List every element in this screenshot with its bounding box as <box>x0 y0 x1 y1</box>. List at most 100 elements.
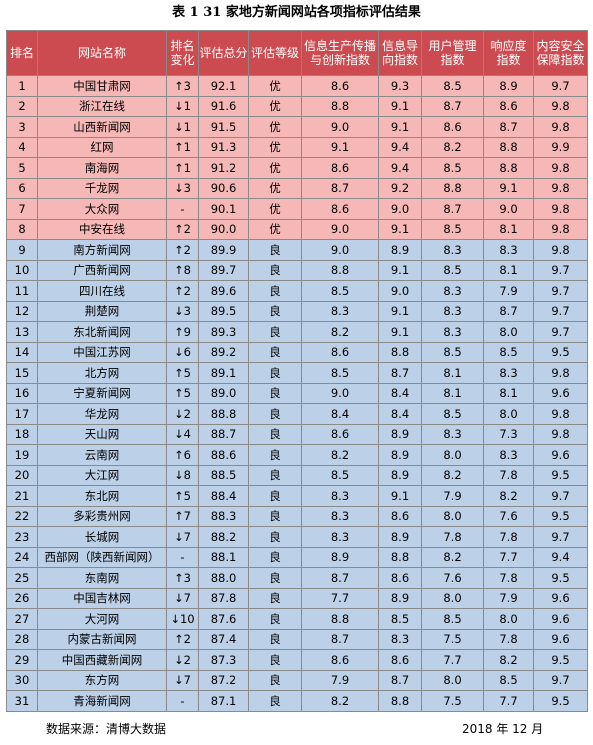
response-index-cell: 8.8 <box>483 157 534 179</box>
rank-cell: 21 <box>6 485 38 507</box>
guide-index-cell: 9.1 <box>378 218 422 240</box>
rank-cell: 25 <box>6 567 38 589</box>
ranking-table: 排名 网站名称 排名 变化 评估总分 评估等级 信息生产传播 与创新指数 信息导 向指… <box>6 30 588 712</box>
table-row: 7 大众网 -90.1 优 8.6 9.0 8.7 9.0 9.8 <box>6 198 588 220</box>
table-row: 15 北方网 ↑5 89.1 良 8.5 8.7 8.1 8.3 9.8 <box>6 362 588 384</box>
rank-cell: 28 <box>6 628 38 650</box>
grade-cell: 良 <box>248 300 302 322</box>
response-index-cell: 7.9 <box>483 587 534 609</box>
safety-index-cell: 9.6 <box>533 608 588 630</box>
user-index-cell: 7.5 <box>421 690 484 712</box>
rank-cell: 18 <box>6 423 38 445</box>
info-index-cell: 8.2 <box>301 690 379 712</box>
table-row: 27 大河网 ↓10 87.6 良 8.8 8.5 8.5 8.0 9.6 <box>6 608 588 630</box>
guide-index-cell: 9.1 <box>378 485 422 507</box>
grade-cell: 良 <box>248 608 302 630</box>
data-source-note: 数据来源：清博大数据 <box>46 722 167 736</box>
total-score-cell: 87.3 <box>198 649 249 671</box>
table-row: 19 云南网 ↑6 88.6 良 8.2 8.9 8.0 8.3 9.6 <box>6 444 588 466</box>
response-index-cell: 7.8 <box>483 526 534 548</box>
safety-index-cell: 9.8 <box>533 116 588 138</box>
user-index-cell: 8.2 <box>421 464 484 486</box>
response-index-cell: 8.7 <box>483 116 534 138</box>
rank-change-cell: - <box>166 690 199 712</box>
response-index-cell: 8.5 <box>483 669 534 691</box>
table-row: 24 西部网（陕西新闻网） -88.1 良 8.9 8.8 8.2 7.7 9.4 <box>6 546 588 568</box>
response-index-cell: 8.0 <box>483 403 534 425</box>
report-date: 2018 年 12 月 <box>462 722 544 736</box>
total-score-cell: 88.2 <box>198 526 249 548</box>
info-index-cell: 8.5 <box>301 464 379 486</box>
table-row: 11 四川在线 ↑2 89.6 良 8.5 9.0 8.3 7.9 9.7 <box>6 280 588 302</box>
table-title: 表 1 31 家地方新闻网站各项指标评估结果 <box>172 5 421 20</box>
user-index-cell: 7.8 <box>421 526 484 548</box>
rank-change-cell: ↓8 <box>166 464 199 486</box>
rank-cell: 13 <box>6 321 38 343</box>
grade-cell: 良 <box>248 505 302 527</box>
total-score-cell: 87.6 <box>198 608 249 630</box>
rank-change-cell: ↓2 <box>166 403 199 425</box>
response-index-cell: 8.2 <box>483 649 534 671</box>
info-index-cell: 8.9 <box>301 546 379 568</box>
rank-change-cell: ↓6 <box>166 341 199 363</box>
user-index-cell: 8.8 <box>421 177 484 199</box>
user-index-cell: 8.0 <box>421 444 484 466</box>
total-score-cell: 89.0 <box>198 382 249 404</box>
info-index-cell: 9.0 <box>301 218 379 240</box>
site-name-cell: 东北网 <box>37 485 167 507</box>
user-index-cell: 8.1 <box>421 382 484 404</box>
grade-cell: 良 <box>248 587 302 609</box>
guide-index-cell: 8.8 <box>378 690 422 712</box>
response-index-cell: 8.0 <box>483 608 534 630</box>
table-row: 30 东方网 ↓7 87.2 良 7.9 8.7 8.0 8.5 9.7 <box>6 669 588 691</box>
guide-index-cell: 9.1 <box>378 259 422 281</box>
rank-cell: 3 <box>6 116 38 138</box>
guide-index-cell: 9.4 <box>378 136 422 158</box>
site-name-cell: 云南网 <box>37 444 167 466</box>
site-name-cell: 中国吉林网 <box>37 587 167 609</box>
header-cell-grade: 评估等级 <box>248 30 302 76</box>
table-row: 12 荆楚网 ↓3 89.5 良 8.3 9.1 8.3 8.7 9.7 <box>6 300 588 322</box>
info-index-cell: 8.2 <box>301 321 379 343</box>
info-index-cell: 8.3 <box>301 505 379 527</box>
header-cell-safety: 内容安全 保障指数 <box>533 30 588 76</box>
guide-index-cell: 9.0 <box>378 280 422 302</box>
info-index-cell: 8.7 <box>301 177 379 199</box>
info-index-cell: 8.3 <box>301 485 379 507</box>
rank-change-cell: ↑5 <box>166 485 199 507</box>
rank-cell: 31 <box>6 690 38 712</box>
response-index-cell: 8.1 <box>483 382 534 404</box>
guide-index-cell: 8.9 <box>378 423 422 445</box>
rank-cell: 15 <box>6 362 38 384</box>
safety-index-cell: 9.8 <box>533 423 588 445</box>
grade-cell: 良 <box>248 669 302 691</box>
response-index-cell: 8.1 <box>483 218 534 240</box>
total-score-cell: 90.0 <box>198 218 249 240</box>
rank-cell: 2 <box>6 95 38 117</box>
guide-index-cell: 8.6 <box>378 567 422 589</box>
table-row: 28 内蒙古新闻网 ↑2 87.4 良 8.7 8.3 7.5 7.8 9.6 <box>6 628 588 650</box>
table-row: 31 青海新闻网 -87.1 良 8.2 8.8 7.5 7.7 9.5 <box>6 690 588 712</box>
rank-cell: 23 <box>6 526 38 548</box>
site-name-cell: 东南网 <box>37 567 167 589</box>
info-index-cell: 7.9 <box>301 669 379 691</box>
grade-cell: 良 <box>248 567 302 589</box>
grade-cell: 良 <box>248 485 302 507</box>
rank-cell: 10 <box>6 259 38 281</box>
safety-index-cell: 9.8 <box>533 239 588 261</box>
info-index-cell: 8.7 <box>301 567 379 589</box>
grade-cell: 良 <box>248 464 302 486</box>
user-index-cell: 8.0 <box>421 505 484 527</box>
table-row: 16 宁夏新闻网 ↑5 89.0 良 9.0 8.4 8.1 8.1 9.6 <box>6 382 588 404</box>
rank-cell: 20 <box>6 464 38 486</box>
safety-index-cell: 9.6 <box>533 628 588 650</box>
site-name-cell: 荆楚网 <box>37 300 167 322</box>
safety-index-cell: 9.8 <box>533 218 588 240</box>
response-index-cell: 7.8 <box>483 567 534 589</box>
grade-cell: 优 <box>248 198 302 220</box>
user-index-cell: 7.9 <box>421 485 484 507</box>
grade-cell: 优 <box>248 116 302 138</box>
guide-index-cell: 8.6 <box>378 505 422 527</box>
guide-index-cell: 8.8 <box>378 546 422 568</box>
